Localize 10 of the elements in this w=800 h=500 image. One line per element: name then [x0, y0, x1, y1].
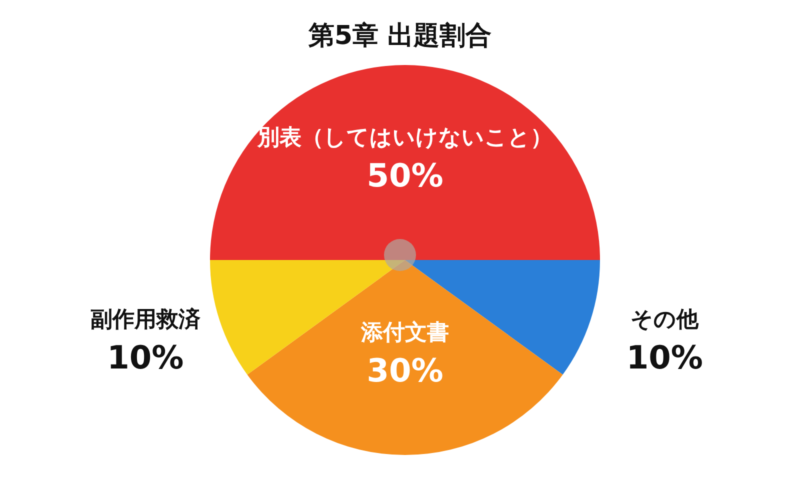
data-label: 10%: [626, 338, 703, 376]
slice-label: その他: [630, 307, 700, 332]
chart-title: 第5章 出題割合: [307, 20, 493, 53]
slice-label: 副作用救済: [90, 306, 202, 332]
data-label: 30%: [366, 352, 444, 390]
data-label: 10%: [107, 338, 184, 376]
pie-slice: [210, 65, 600, 260]
slice-label: 添付文書: [360, 320, 449, 346]
data-label: 50%: [366, 156, 444, 194]
slice-label: 別表（してはいけないこと）: [256, 126, 552, 150]
